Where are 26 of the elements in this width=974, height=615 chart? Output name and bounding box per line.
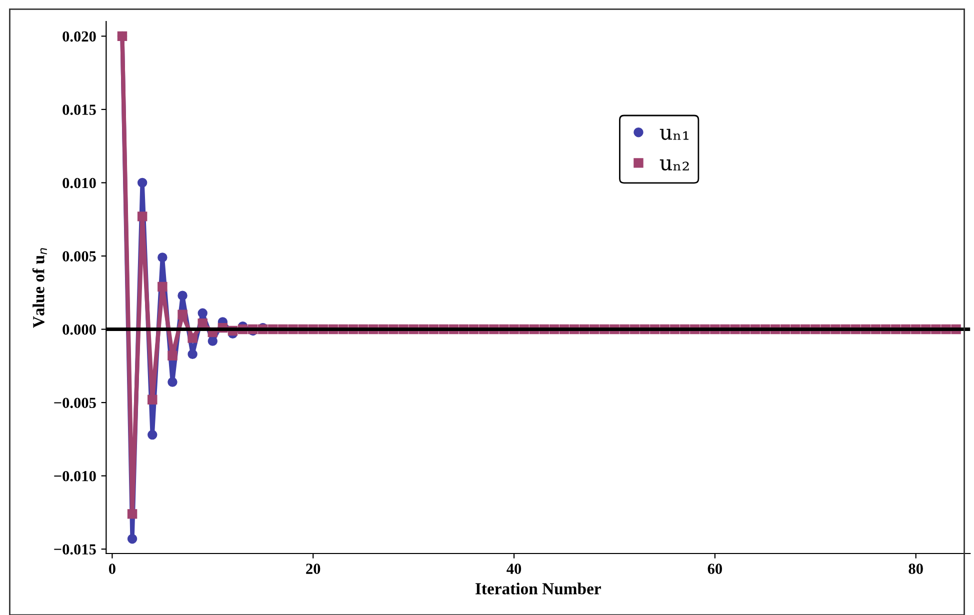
legend-label: uₙ₂ bbox=[660, 159, 689, 171]
point bbox=[127, 534, 138, 544]
point bbox=[168, 377, 178, 387]
x-axis-title: Iteration Number bbox=[476, 582, 601, 594]
point bbox=[188, 349, 198, 360]
point bbox=[158, 252, 168, 262]
x-tick-label: 20 bbox=[306, 564, 320, 574]
y-tick-label: −0.015 bbox=[54, 544, 96, 555]
y-tick-label: −0.010 bbox=[54, 470, 96, 482]
point bbox=[178, 290, 188, 300]
y-tick-label: 0.020 bbox=[62, 31, 96, 42]
y-tick-label: 0.000 bbox=[62, 324, 96, 335]
x-tick-label: 80 bbox=[908, 564, 923, 574]
x-tick-label: 60 bbox=[708, 564, 722, 574]
x-tick-label: 0 bbox=[108, 564, 116, 574]
point bbox=[198, 308, 208, 318]
point bbox=[137, 178, 148, 188]
y-tick-label: −0.005 bbox=[54, 398, 96, 408]
point bbox=[148, 430, 158, 440]
y-axis-title: Value of u$_{n}$ bbox=[32, 248, 47, 328]
y-tick-label: 0.010 bbox=[62, 178, 96, 188]
legend-label: uₙ₁ bbox=[660, 128, 688, 140]
point bbox=[208, 336, 218, 346]
y-tick-label: 0.005 bbox=[62, 251, 96, 262]
x-tick-label: 40 bbox=[506, 564, 522, 574]
y-tick-label: 0.015 bbox=[62, 104, 96, 115]
